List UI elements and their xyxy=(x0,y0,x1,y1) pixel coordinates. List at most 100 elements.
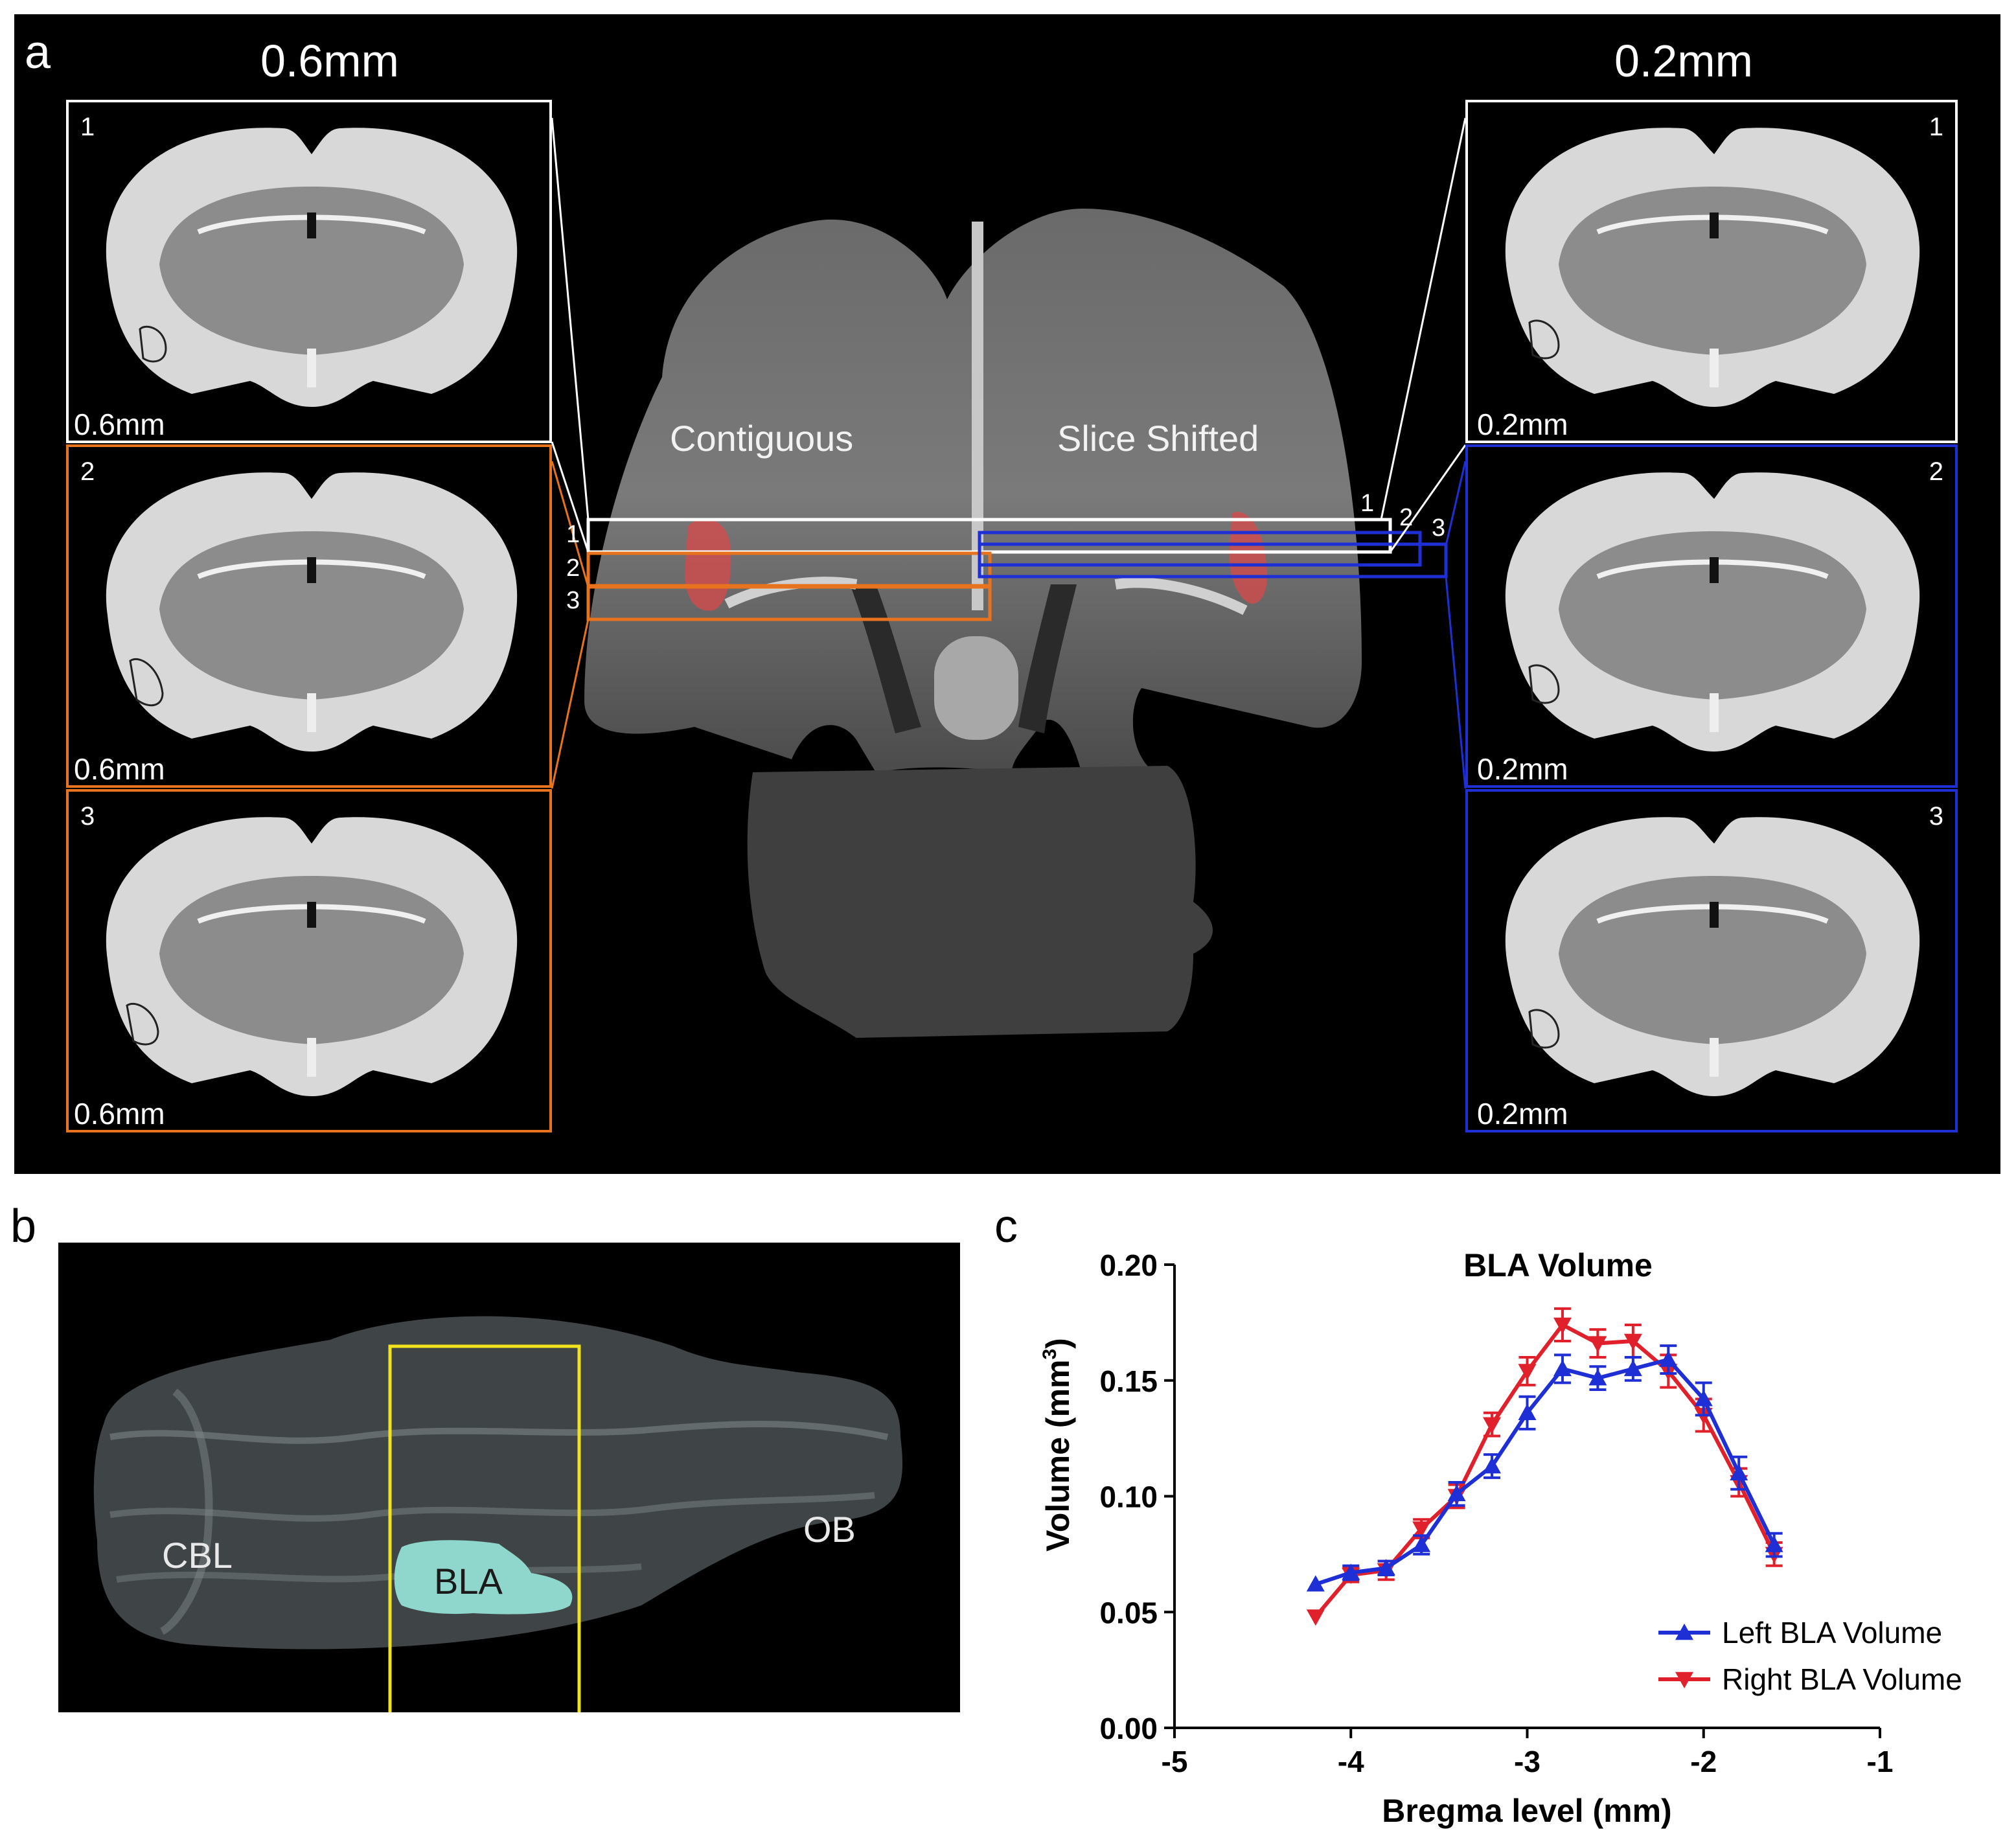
y-axis-label: Volume (mm3) xyxy=(1039,1338,1076,1552)
contiguous-label: Contiguous xyxy=(670,418,854,459)
left-marker-3: 3 xyxy=(566,587,580,614)
slice-resolution: 0.6mm xyxy=(74,752,165,786)
legend-label: Left BLA Volume xyxy=(1722,1616,1942,1649)
slice-line-orange-3 xyxy=(586,585,992,621)
data-point xyxy=(1306,1575,1325,1592)
x-axis-label: Bregma level (mm) xyxy=(1382,1793,1671,1829)
data-point xyxy=(1553,1317,1572,1334)
right-column-title: 0.2mm xyxy=(1614,36,1753,86)
x-tick-label: -1 xyxy=(1867,1745,1894,1778)
y-tick-label: 0.10 xyxy=(1099,1480,1158,1514)
slice-resolution: 0.6mm xyxy=(74,1097,165,1131)
right-slice-1: 1 0.2mm xyxy=(1465,100,1958,443)
midline xyxy=(972,222,983,610)
y-axis-label-superscript: 3 xyxy=(1039,1349,1060,1360)
panel-c-letter: c xyxy=(994,1200,1018,1252)
chart-axes: 0.00 0.05 0.10 0.15 0.20 -5 -4 -3 -2 -1 xyxy=(1099,1248,1893,1778)
left-slice-2: 2 0.6mm xyxy=(66,444,552,788)
data-point xyxy=(1306,1609,1325,1626)
slice-resolution: 0.2mm xyxy=(1477,408,1568,441)
chart-title: BLA Volume xyxy=(1463,1247,1653,1283)
slice-shifted-label: Slice Shifted xyxy=(1057,418,1259,459)
coronal-slice-image xyxy=(106,128,518,407)
data-point xyxy=(1342,1563,1360,1580)
x-tick-label: -2 xyxy=(1690,1745,1717,1778)
left-slice-3: 3 0.6mm xyxy=(66,789,552,1132)
data-point xyxy=(1518,1364,1537,1381)
legend-marker xyxy=(1675,1624,1693,1640)
series-line xyxy=(1314,1357,1776,1587)
data-point xyxy=(1623,1359,1642,1377)
panel-b-3d-rendering: CBL BLA OB xyxy=(58,1243,960,1712)
slice-number: 1 xyxy=(1929,113,1943,141)
right-slice-2: 2 0.2mm xyxy=(1465,444,1958,788)
brain-volume-shape xyxy=(93,1316,903,1649)
x-tick-label: -5 xyxy=(1162,1745,1188,1778)
data-point xyxy=(1765,1535,1783,1552)
data-point xyxy=(1623,1333,1642,1350)
coronal-slice-image xyxy=(106,817,518,1096)
slice-resolution: 0.2mm xyxy=(1477,1097,1568,1131)
bla-region xyxy=(394,1540,573,1614)
ob-label: OB xyxy=(803,1509,856,1550)
coronal-slice-image xyxy=(1505,128,1920,407)
data-point xyxy=(1553,1359,1572,1377)
right-marker-1: 1 xyxy=(1360,490,1375,517)
3d-brain-rendering xyxy=(93,1316,903,1712)
right-slice-3: 3 0.2mm xyxy=(1465,789,1958,1132)
series-right-bla-volume xyxy=(1306,1307,1783,1626)
slice-number: 3 xyxy=(80,802,95,831)
slice-resolution: 0.6mm xyxy=(74,408,165,441)
chart-series-group xyxy=(1306,1307,1783,1626)
y-tick-label: 0.00 xyxy=(1099,1712,1158,1745)
right-marker-3: 3 xyxy=(1432,514,1446,542)
data-point xyxy=(1588,1336,1607,1353)
bla-volume-chart: BLA Volume Volume (mm3) Bregma level (mm… xyxy=(1039,1247,1962,1829)
y-tick-label: 0.05 xyxy=(1099,1596,1158,1629)
data-point xyxy=(1518,1403,1537,1420)
central-structure xyxy=(934,636,1018,740)
slice-number: 3 xyxy=(1929,802,1943,831)
chart-legend: Left BLA Volume Right BLA Volume xyxy=(1658,1616,1962,1696)
coronal-slice-image xyxy=(1505,472,1920,752)
slice-resolution: 0.2mm xyxy=(1477,752,1568,786)
data-point xyxy=(1694,1390,1713,1407)
panel-a-mri-figure: 0.6mm 0.2mm xyxy=(14,14,2000,1174)
data-point xyxy=(1483,1417,1502,1434)
data-point xyxy=(1447,1484,1466,1502)
y-axis-label-text: Volume (mm xyxy=(1040,1360,1076,1552)
data-point xyxy=(1730,1464,1748,1480)
panel-b-letter: b xyxy=(10,1200,37,1252)
left-marker-2: 2 xyxy=(566,555,580,582)
data-point xyxy=(1412,1535,1431,1552)
cbl-label: CBL xyxy=(162,1535,233,1576)
left-slice-1: 1 0.6mm xyxy=(66,100,552,443)
slice-number: 1 xyxy=(80,113,95,141)
legend-marker xyxy=(1675,1671,1693,1688)
right-marker-2: 2 xyxy=(1399,504,1414,531)
x-tick-label: -3 xyxy=(1514,1745,1541,1778)
x-tick-label: -4 xyxy=(1338,1745,1364,1778)
y-tick-label: 0.20 xyxy=(1099,1248,1158,1282)
y-axis-label-close: ) xyxy=(1040,1338,1076,1349)
left-column-title: 0.6mm xyxy=(260,36,399,86)
right-bla-overlay xyxy=(1229,512,1267,604)
data-point xyxy=(1377,1559,1395,1576)
slice-line-blue-3 xyxy=(978,542,1448,579)
cerebellum-shape xyxy=(747,766,1213,1038)
y-tick-label: 0.15 xyxy=(1099,1364,1158,1398)
series-left-bla-volume xyxy=(1306,1344,1783,1592)
left-marker-1: 1 xyxy=(566,521,580,548)
data-point xyxy=(1412,1521,1431,1538)
data-point xyxy=(1483,1457,1502,1474)
left-bla-overlay xyxy=(685,518,731,611)
bla-roi-box xyxy=(388,1344,581,1712)
central-horizontal-brain-section xyxy=(551,117,1467,1038)
coronal-slice-image xyxy=(1505,817,1920,1096)
data-point xyxy=(1588,1369,1607,1386)
legend-label: Right BLA Volume xyxy=(1722,1662,1962,1696)
slice-number: 2 xyxy=(1929,457,1943,486)
slice-number: 2 xyxy=(80,457,95,486)
coronal-slice-image xyxy=(106,472,518,752)
data-point xyxy=(1659,1350,1678,1367)
